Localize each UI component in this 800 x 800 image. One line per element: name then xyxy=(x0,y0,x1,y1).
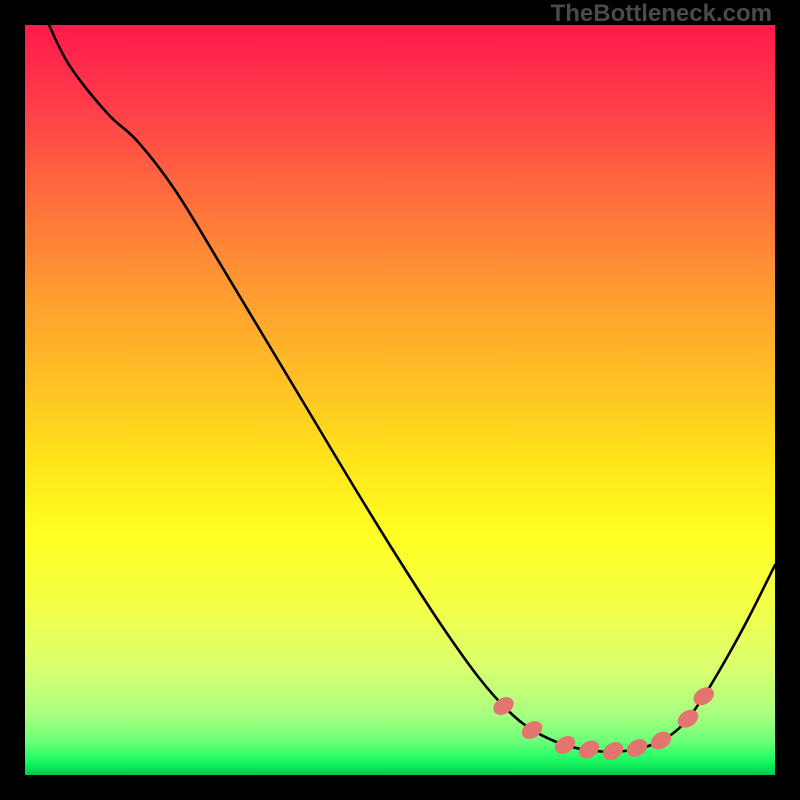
plot-area xyxy=(25,25,775,775)
chart-frame: TheBottleneck.com xyxy=(0,0,800,800)
watermark-text: TheBottleneck.com xyxy=(551,0,772,28)
gradient-background xyxy=(25,25,775,775)
chart-svg xyxy=(25,25,775,775)
